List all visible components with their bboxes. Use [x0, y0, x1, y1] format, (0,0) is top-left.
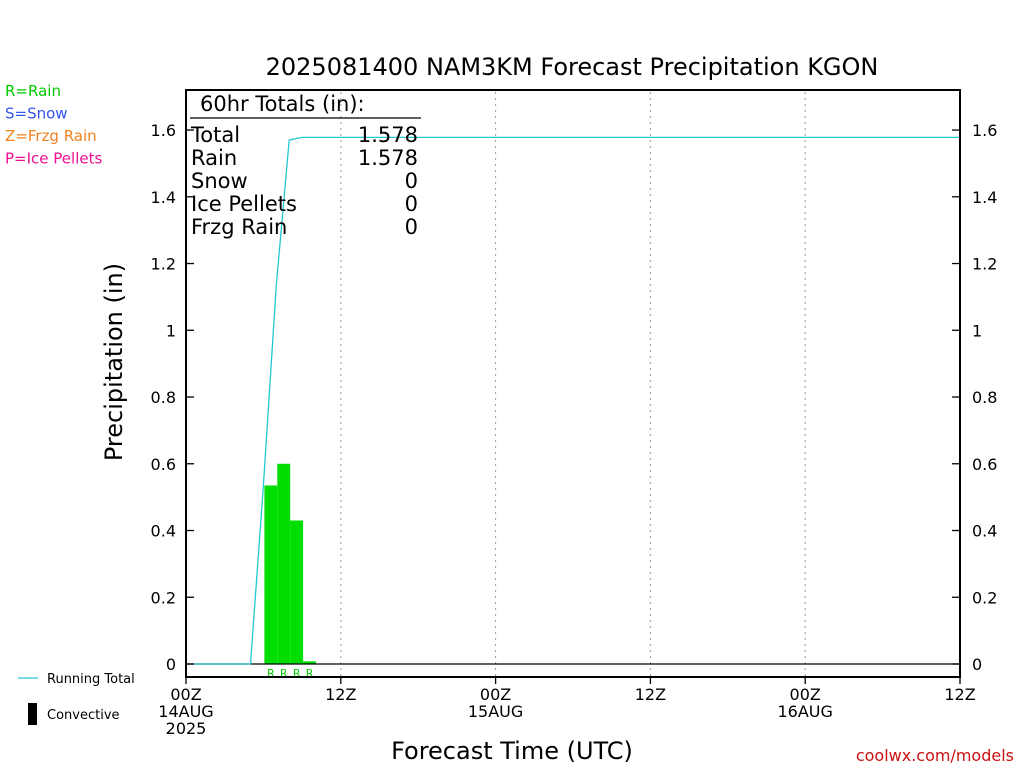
type-legend-item: Z=Frzg Rain: [5, 127, 97, 145]
series-legend: Running Total Convective: [18, 672, 135, 725]
type-legend-item: R=Rain: [5, 82, 61, 100]
x-tick-label: 12Z: [944, 685, 975, 704]
y-tick-label-right: 0: [972, 655, 982, 674]
y-tick-label: 0: [166, 655, 176, 674]
series-legend-label: Convective: [47, 708, 120, 723]
totals-row-value: 0: [405, 169, 418, 193]
precip-type-mark: R: [267, 667, 275, 680]
gridlines: [340, 92, 806, 677]
y-tick-label-right: 0.4: [972, 522, 997, 541]
y-tick-label: 1: [166, 321, 176, 340]
totals-row-value: 0: [405, 192, 418, 216]
y-axis-title: Precipitation (in): [100, 263, 128, 461]
totals-row-value: 1.578: [358, 146, 418, 170]
y-tick-label: 0.2: [151, 588, 176, 607]
y-tick-label-right: 1.6: [972, 121, 997, 140]
totals-row-label: Snow: [191, 169, 248, 193]
y-tick-label-right: 1.4: [972, 188, 997, 207]
convective-legend-swatch: [28, 703, 37, 725]
totals-row-value: 0: [405, 215, 418, 239]
y-tick-label: 1.6: [151, 121, 176, 140]
x-tick-label: 15AUG: [468, 702, 523, 721]
running-total-line: [186, 136, 960, 665]
plot-frame: [185, 89, 961, 678]
x-tick-label: 16AUG: [777, 702, 832, 721]
totals-row-label: Rain: [191, 146, 237, 170]
precip-bar: [264, 485, 278, 664]
y-axis-left: 0 0.2 0.4 0.6 0.8 1 1.2 1.4 1.6: [151, 121, 194, 674]
y-tick-label-right: 1: [972, 321, 982, 340]
x-tick-label: 00Z: [170, 685, 201, 704]
precip-type-mark: R: [293, 667, 301, 680]
totals-box: 60hr Totals (in): Total 1.578 Rain 1.578 Sno…: [190, 92, 421, 239]
x-tick-label: 00Z: [480, 685, 511, 704]
x-tick-label: 12Z: [635, 685, 666, 704]
y-tick-label: 0.8: [151, 388, 176, 407]
type-legend-item: S=Snow: [5, 105, 68, 123]
totals-header: 60hr Totals (in):: [200, 92, 365, 116]
precip-bar: [277, 463, 291, 664]
totals-row-label: Frzg Rain: [191, 215, 287, 239]
precip-bars: [264, 463, 316, 664]
precip-bar: [290, 520, 304, 664]
x-tick-label: 00Z: [790, 685, 821, 704]
y-tick-label-right: 0.2: [972, 588, 997, 607]
x-tick-label: 12Z: [325, 685, 356, 704]
y-tick-label: 0.4: [151, 522, 176, 541]
y-tick-label: 0.6: [151, 455, 176, 474]
y-axis-right: 0 0.2 0.4 0.6 0.8 1 1.2 1.4 1.6: [952, 121, 997, 674]
x-tick-label: 14AUG: [158, 702, 213, 721]
totals-row-label: Ice Pellets: [191, 192, 297, 216]
y-tick-label-right: 0.6: [972, 455, 997, 474]
totals-row-label: Total: [190, 123, 240, 147]
y-tick-label-right: 1.2: [972, 255, 997, 274]
totals-row-value: 1.578: [358, 123, 418, 147]
precip-type-mark: R: [306, 667, 314, 680]
series-legend-label: Running Total: [47, 672, 135, 687]
precip-bar: [303, 661, 316, 664]
credit-text: coolwx.com/models: [856, 746, 1014, 765]
type-legend-item: P=Ice Pellets: [5, 150, 102, 168]
y-tick-label: 1.2: [151, 255, 176, 274]
precip-type-legend: R=Rain S=Snow Z=Frzg Rain P=Ice Pellets: [5, 82, 102, 168]
y-tick-label: 1.4: [151, 188, 176, 207]
chart-title: 2025081400 NAM3KM Forecast Precipitation…: [266, 53, 879, 81]
y-tick-label-right: 0.8: [972, 388, 997, 407]
precip-type-mark: R: [280, 667, 288, 680]
x-tick-label: 2025: [166, 719, 207, 738]
x-axis-title: Forecast Time (UTC): [391, 737, 633, 765]
